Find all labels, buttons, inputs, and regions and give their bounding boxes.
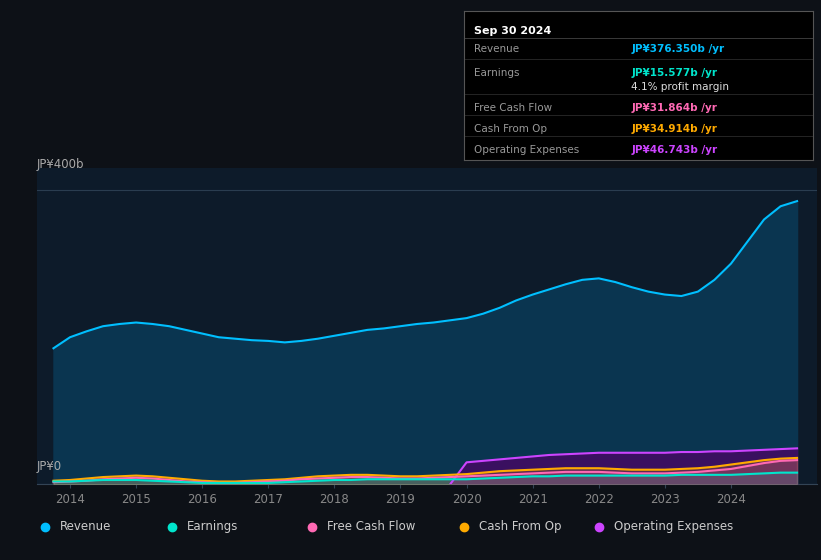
Text: 4.1% profit margin: 4.1% profit margin (631, 82, 729, 92)
Text: Free Cash Flow: Free Cash Flow (475, 103, 553, 113)
Text: JP¥15.577b /yr: JP¥15.577b /yr (631, 68, 718, 78)
Text: Cash From Op: Cash From Op (475, 124, 548, 134)
Text: Revenue: Revenue (475, 44, 520, 54)
Text: Revenue: Revenue (60, 520, 112, 533)
Text: Operating Expenses: Operating Expenses (475, 145, 580, 155)
Text: Sep 30 2024: Sep 30 2024 (475, 26, 552, 36)
Text: JP¥0: JP¥0 (37, 460, 62, 473)
Text: JP¥400b: JP¥400b (37, 158, 85, 171)
Text: JP¥34.914b /yr: JP¥34.914b /yr (631, 124, 718, 134)
Text: Earnings: Earnings (475, 68, 520, 78)
Text: JP¥31.864b /yr: JP¥31.864b /yr (631, 103, 718, 113)
Text: Cash From Op: Cash From Op (479, 520, 561, 533)
Text: Free Cash Flow: Free Cash Flow (327, 520, 415, 533)
Text: Earnings: Earnings (187, 520, 239, 533)
Text: JP¥376.350b /yr: JP¥376.350b /yr (631, 44, 724, 54)
Text: Operating Expenses: Operating Expenses (614, 520, 733, 533)
Text: JP¥46.743b /yr: JP¥46.743b /yr (631, 145, 718, 155)
